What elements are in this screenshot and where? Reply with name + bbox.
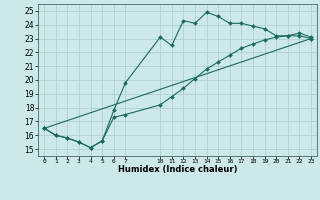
X-axis label: Humidex (Indice chaleur): Humidex (Indice chaleur) (118, 165, 237, 174)
